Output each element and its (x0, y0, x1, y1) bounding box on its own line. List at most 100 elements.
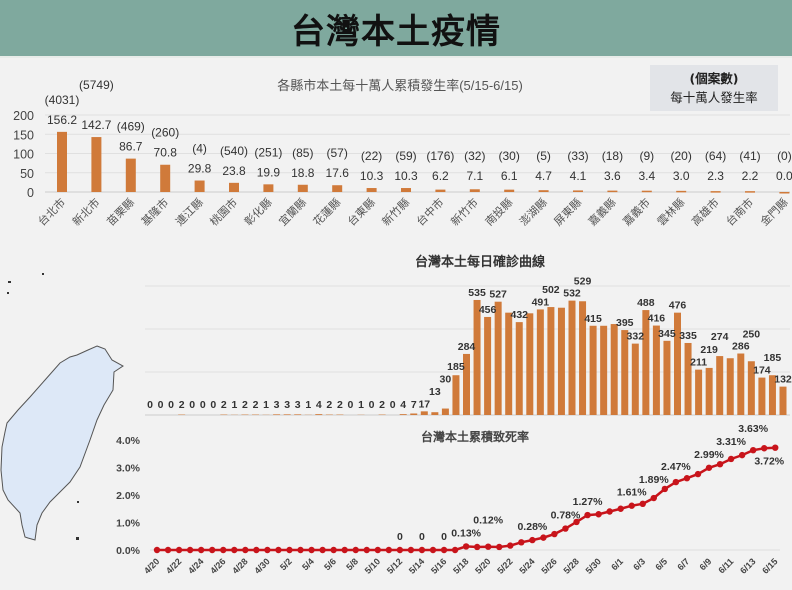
data-point (772, 444, 779, 451)
case-count-label: (5) (536, 149, 551, 163)
bar (705, 367, 713, 415)
bar (263, 184, 274, 192)
bar (536, 309, 544, 415)
case-count-label: (57) (327, 146, 348, 160)
case-count-label: (4031) (45, 93, 80, 107)
value-label: 70.8 (154, 146, 178, 160)
value-label: 527 (489, 289, 507, 301)
category-label: 苗栗縣 (104, 196, 137, 229)
case-count-label: (33) (567, 149, 588, 163)
bar (641, 190, 652, 193)
chart-title: 各縣市本土每十萬人累積發生率(5/15-6/15) (277, 78, 523, 93)
bar (91, 137, 102, 192)
bar (441, 408, 449, 415)
data-point (253, 546, 260, 554)
case-count-label: (30) (499, 149, 520, 163)
bar (579, 301, 587, 415)
bar (610, 324, 618, 415)
value-label: 0 (158, 399, 164, 411)
case-count-label: (41) (739, 149, 760, 163)
category-label: 彰化縣 (241, 195, 274, 228)
case-count-label: (59) (395, 149, 416, 163)
bar (631, 343, 639, 415)
x-tick-label: 4/28 (230, 556, 249, 575)
bar (745, 191, 755, 193)
data-point (330, 546, 337, 554)
value-label: 2 (326, 399, 332, 411)
category-label: 宜蘭縣 (276, 195, 309, 228)
point-label: 0 (419, 531, 425, 543)
data-point (518, 539, 525, 546)
x-tick-label: 5/16 (429, 556, 448, 575)
x-tick-label: 5/26 (539, 556, 558, 575)
x-tick-label: 5/28 (561, 556, 580, 575)
value-label: 3.0 (673, 169, 690, 183)
value-label: 0 (168, 399, 174, 411)
value-label: 174 (753, 365, 771, 377)
x-tick-label: 4/20 (142, 556, 161, 575)
value-label: 0.0 (776, 169, 792, 183)
data-point (385, 546, 393, 554)
data-point (617, 505, 624, 512)
bar (401, 188, 411, 192)
value-label: 2.2 (742, 169, 759, 183)
case-count-label: (32) (464, 149, 485, 163)
value-label: 18.8 (291, 166, 315, 180)
value-label: 1 (305, 399, 311, 411)
case-count-label: (22) (361, 149, 382, 163)
data-point (507, 542, 514, 549)
x-tick-label: 5/8 (344, 556, 360, 572)
bar (674, 312, 681, 415)
bar (194, 180, 205, 192)
x-tick-label: 5/2 (278, 556, 294, 572)
bar (484, 316, 492, 415)
value-label: 30 (440, 374, 452, 386)
data-point (761, 445, 768, 452)
x-tick-label: 6/15 (760, 556, 779, 575)
bar (684, 342, 692, 415)
data-point (197, 546, 205, 554)
x-tick-label: 6/9 (697, 556, 713, 572)
category-label: 澎湖縣 (517, 196, 550, 229)
data-point (242, 546, 249, 554)
data-point (573, 518, 580, 526)
x-tick-label: 5/6 (322, 556, 338, 572)
point-label: 3.63% (738, 423, 768, 435)
bar (695, 369, 703, 415)
bar (504, 189, 515, 192)
value-label: 7.1 (466, 169, 483, 183)
bar (642, 310, 650, 415)
bar (332, 185, 343, 192)
bar (57, 131, 67, 192)
value-label: 335 (679, 330, 697, 342)
x-tick-label: 4/30 (252, 556, 271, 575)
data-point (551, 530, 558, 538)
category-label: 屏東縣 (552, 196, 585, 229)
y-tick-label: 2.0% (116, 490, 141, 502)
value-label: 529 (574, 275, 592, 287)
legend-box: (個案數) 每十萬人發生率 (650, 65, 778, 111)
taiwan-map (0, 345, 124, 541)
category-label: 台南市 (723, 195, 756, 228)
category-label: 高雄市 (688, 195, 721, 228)
x-tick-label: 6/1 (609, 556, 625, 572)
bar (297, 184, 308, 192)
value-label: 3 (295, 399, 301, 411)
bar (473, 299, 481, 415)
point-label: 1.61% (617, 487, 647, 499)
data-point (220, 546, 227, 554)
bar (283, 414, 291, 415)
y-tick-label: 100 (13, 148, 34, 162)
data-point (473, 543, 481, 551)
point-label: 3.72% (754, 456, 784, 468)
data-point (639, 500, 646, 507)
y-tick-label: 4.0% (116, 435, 141, 447)
value-label: 29.8 (188, 162, 212, 176)
x-tick-label: 5/22 (495, 556, 514, 575)
y-tick-label: 200 (13, 109, 34, 123)
point-label: 3.31% (716, 436, 746, 448)
value-label: 0 (348, 399, 354, 411)
bar (494, 301, 502, 415)
value-label: 488 (637, 297, 655, 309)
value-label: 10.3 (394, 169, 418, 183)
